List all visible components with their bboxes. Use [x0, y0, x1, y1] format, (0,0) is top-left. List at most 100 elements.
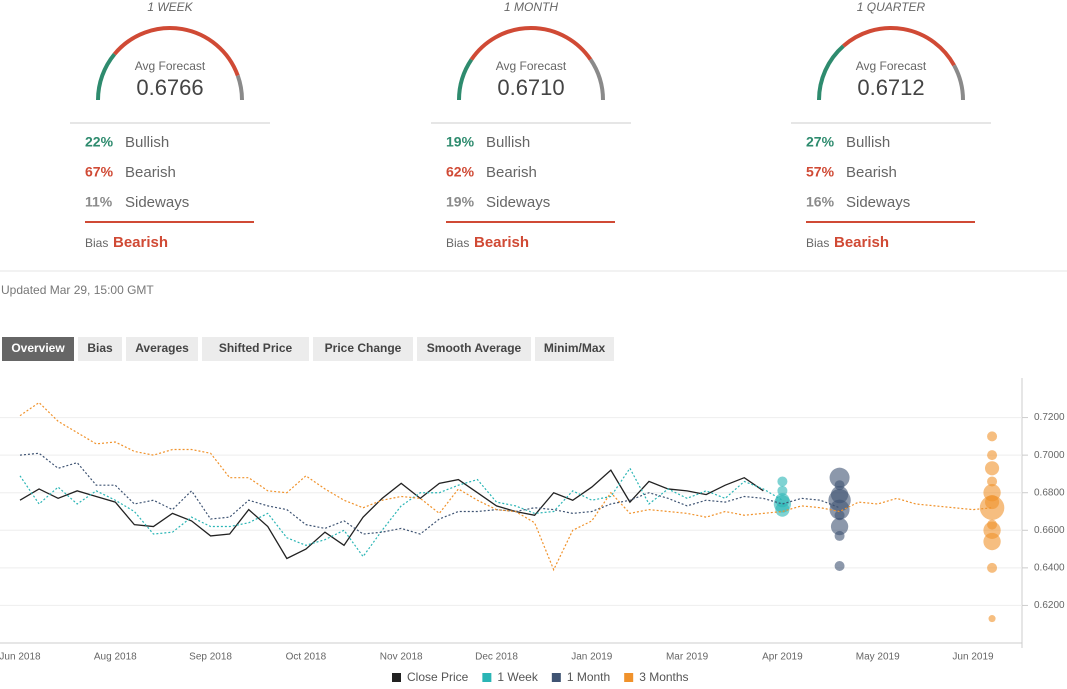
row-percent: 27% [806, 134, 835, 150]
avg-value: 0.6766 [136, 75, 203, 100]
forecast-bubble [988, 615, 996, 623]
row-label: Bullish [125, 134, 169, 151]
forecast-bubble [984, 461, 1000, 476]
tab-label[interactable]: Bias [87, 341, 113, 355]
x-tick-label: Dec 2018 [475, 652, 518, 663]
y-tick-label: 0.6600 [1034, 525, 1065, 536]
forecast-bubble [834, 560, 845, 571]
forecast-bubble [775, 502, 790, 517]
legend-swatch [551, 673, 561, 682]
forecast-bubble [983, 532, 1001, 551]
legend-swatch [482, 673, 492, 682]
tab-label[interactable]: Overview [11, 341, 65, 355]
row-percent: 62% [446, 164, 475, 180]
forecast-bubble [830, 517, 849, 536]
x-tick-label: Jan 2019 [571, 652, 613, 663]
tab-bg[interactable] [78, 337, 122, 361]
tab-bg[interactable] [535, 337, 614, 361]
updated: Updated Mar 29, 15:00 GMT [1, 283, 154, 297]
period: 1 WEEK [147, 0, 193, 14]
tab-label[interactable]: Smooth Average [427, 341, 522, 355]
gauge-segment [457, 58, 474, 101]
tab-bg[interactable] [2, 337, 74, 361]
x-tick-label: May 2019 [856, 652, 900, 663]
tab[interactable]: Shifted Price [202, 337, 309, 361]
bias-value: Bearish [113, 234, 168, 251]
series-line [19, 469, 764, 560]
row-percent: 22% [85, 134, 114, 150]
legend-label: 3 Months [639, 670, 688, 684]
period: 1 MONTH [504, 0, 558, 14]
tab-bg[interactable] [202, 337, 309, 361]
forecast-bubble [834, 510, 845, 521]
legend-label: Close Price [407, 670, 469, 684]
row-percent: 19% [446, 134, 475, 150]
gauge-segment [817, 44, 845, 101]
legend-label: 1 Month [567, 670, 610, 684]
row-percent: 16% [806, 194, 835, 210]
tab[interactable]: Price Change [313, 337, 413, 361]
tab[interactable]: Bias [78, 337, 122, 361]
gauge-segment [112, 26, 240, 77]
y-tick-label: 0.6800 [1034, 487, 1065, 498]
row-label: Bearish [125, 164, 176, 181]
tab-label[interactable]: Minim/Max [544, 341, 606, 355]
row-label: Bullish [846, 134, 890, 151]
series-line [19, 401, 993, 572]
bias-label: Bias [85, 236, 108, 250]
forecast-bubble [777, 485, 788, 496]
forecast-bubble [979, 495, 1005, 520]
series-line [19, 452, 840, 535]
tab[interactable]: Overview [2, 337, 74, 361]
x-tick-label: Apr 2019 [762, 652, 803, 663]
tab-bg[interactable] [417, 337, 531, 361]
row-label: Sideways [846, 194, 910, 211]
forecast-bubble [834, 530, 845, 541]
tab-label[interactable]: Averages [135, 341, 189, 355]
forecast-bubble [987, 562, 998, 573]
tab-label[interactable]: Shifted Price [219, 341, 293, 355]
avg-value: 0.6712 [857, 75, 924, 100]
row-label: Bullish [486, 134, 530, 151]
gauge-segment [588, 58, 605, 101]
gauge-segment [842, 26, 956, 67]
legend-swatch [624, 673, 634, 682]
row-label: Bearish [486, 164, 537, 181]
avg-label: Avg Forecast [496, 59, 567, 73]
legend-swatch [392, 673, 401, 682]
x-tick-label: Mar 2019 [666, 652, 709, 663]
forecast-bubble [829, 467, 850, 488]
row-label: Sideways [125, 194, 189, 211]
gauge-segment [952, 64, 965, 101]
row-percent: 19% [446, 194, 475, 210]
y-tick-label: 0.6400 [1034, 562, 1065, 573]
y-tick-label: 0.7000 [1034, 450, 1065, 461]
tab[interactable]: Averages [126, 337, 198, 361]
bias-label: Bias [446, 236, 469, 250]
x-tick-label: Oct 2018 [286, 652, 327, 663]
forecast-bubble [829, 499, 850, 520]
tab[interactable]: Smooth Average [417, 337, 531, 361]
gauge-segment [235, 74, 244, 101]
x-tick-label: Aug 2018 [94, 652, 137, 663]
row-percent: 11% [85, 194, 113, 210]
avg-value: 0.6710 [497, 75, 564, 100]
row-percent: 57% [806, 164, 835, 180]
tab-label[interactable]: Price Change [325, 341, 402, 355]
series-line [19, 467, 783, 558]
tab[interactable]: Minim/Max [535, 337, 614, 361]
forecast-bubble [987, 476, 998, 487]
bias-value: Bearish [474, 234, 529, 251]
x-tick-label: Jun 2018 [0, 652, 41, 663]
y-tick-label: 0.6200 [1034, 600, 1065, 611]
x-tick-label: Jun 2019 [952, 652, 994, 663]
tab-bg[interactable] [313, 337, 413, 361]
tab-bg[interactable] [126, 337, 198, 361]
gauge-segment [469, 26, 593, 61]
x-tick-label: Sep 2018 [189, 652, 232, 663]
forecast-bubble [987, 431, 998, 442]
row-label: Sideways [486, 194, 550, 211]
forecast-bubble [987, 450, 998, 461]
